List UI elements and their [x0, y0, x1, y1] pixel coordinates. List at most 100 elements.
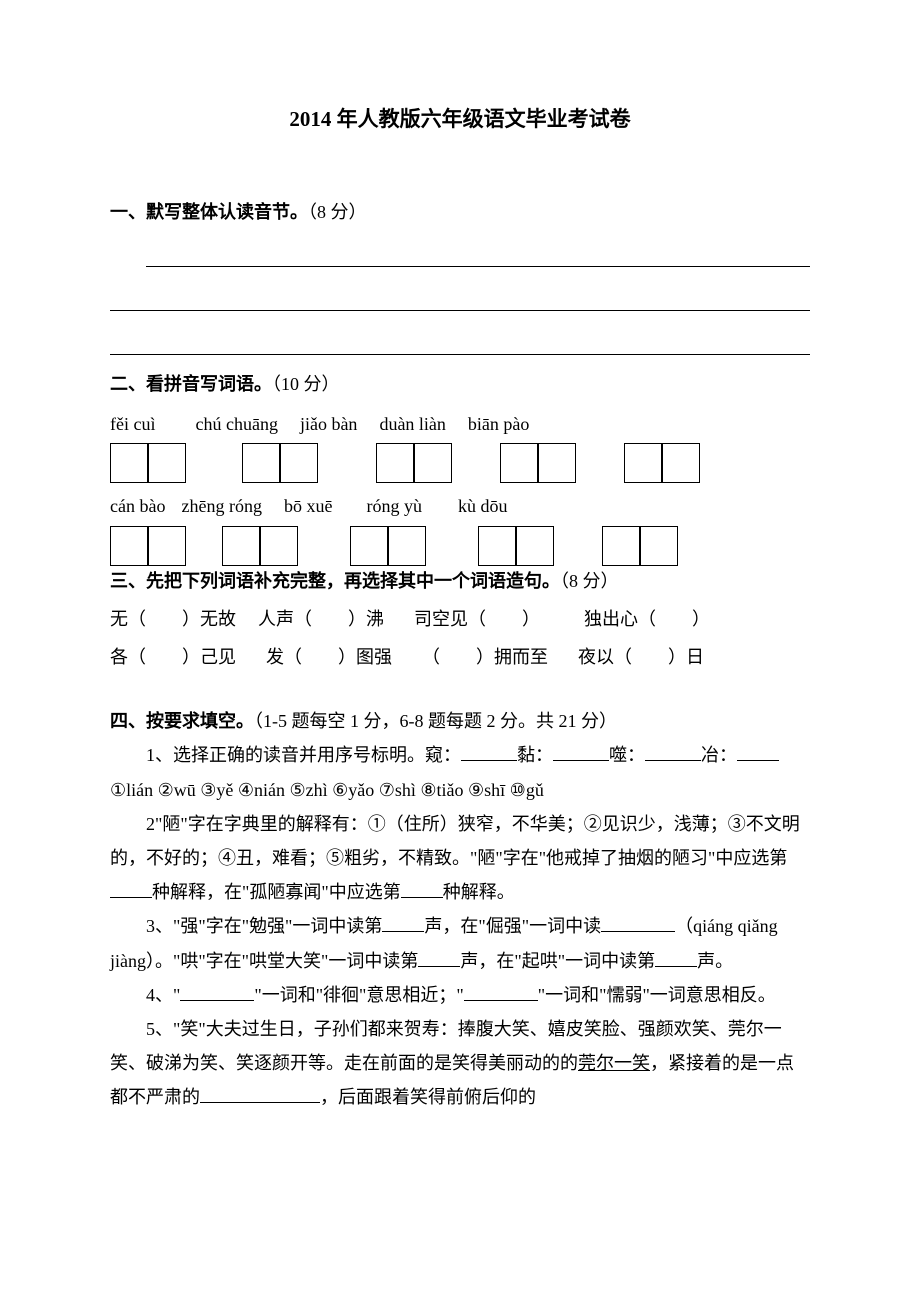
char-box: [478, 526, 516, 566]
char-box: [350, 526, 388, 566]
char-box-group: [478, 526, 560, 566]
q5-line: 5、"笑"大夫过生日，子孙们都来贺寿：捧腹大笑、嬉皮笑脸、强颜欢笑、莞尔一笑、破…: [110, 1012, 810, 1115]
pinyin-group: duàn liàn: [379, 407, 445, 441]
blank: [737, 743, 779, 761]
char-box: [500, 443, 538, 483]
q5-text-c: ，后面跟着笑得前俯后仰的: [320, 1087, 536, 1107]
q3-text-a: 3、"强"字在"勉强"一词中读第: [146, 916, 382, 936]
char-box: [602, 526, 640, 566]
pinyin-group: jiǎo bàn: [300, 407, 357, 441]
q3-text-d: 声，在"起哄"一词中读第: [460, 951, 655, 971]
char-box: [388, 526, 426, 566]
blank: [645, 743, 701, 761]
section-three-label: 三、先把下列词语补充完整，再选择其中一个词语造句。: [110, 571, 560, 591]
pinyin-group: cán bào: [110, 489, 165, 523]
q4-text-c: "一词和"懦弱"一词意思相反。: [538, 985, 776, 1005]
blank: [200, 1085, 320, 1103]
pinyin-group: bō xuē: [284, 489, 333, 523]
blank: [418, 949, 460, 967]
char-box: [242, 443, 280, 483]
q2-line: 2"陋"字在字典里的解释有：①（住所）狭窄，不华美；②见识少，浅薄；③不文明的，…: [110, 807, 810, 910]
char-box: [538, 443, 576, 483]
blank: [553, 743, 609, 761]
section-two-label: 二、看拼音写词语。: [110, 374, 272, 394]
idiom-item: 无（ ）无故: [110, 602, 236, 636]
q3-text-e: 声。: [697, 951, 733, 971]
idiom-item: 夜以（ ）日: [578, 640, 704, 674]
char-box: [148, 526, 186, 566]
blank: [601, 914, 675, 932]
section-one-label: 一、默写整体认读音节。: [110, 202, 308, 222]
boxes-row-1: [110, 443, 810, 483]
section-two-points: （10 分）: [272, 374, 340, 394]
q5-underlined: 莞尔一笑: [578, 1053, 650, 1073]
pinyin-group: chú chuāng: [195, 407, 277, 441]
blank-line: [110, 273, 810, 311]
section-four-label: 四、按要求填空。: [110, 711, 254, 731]
q4-text-b: "一词和"徘徊"意思相近；": [254, 985, 463, 1005]
q2-text-a: 2"陋"字在字典里的解释有：①（住所）狭窄，不华美；②见识少，浅薄；③不文明的，…: [110, 814, 800, 868]
exam-title: 2014 年人教版六年级语文毕业考试卷: [110, 100, 810, 140]
blank: [461, 743, 517, 761]
char-box-group: [242, 443, 324, 483]
pinyin-row-1: fěi cuì chú chuāng jiǎo bàn duàn liàn biān p…: [110, 407, 810, 441]
q1-line: 1、选择正确的读音并用序号标明。窥： 黏： 噬： 冶：: [110, 738, 810, 772]
pinyin-group: róng yù: [366, 489, 422, 523]
char-box: [110, 443, 148, 483]
char-box: [640, 526, 678, 566]
blank: [110, 880, 152, 898]
q4-line: 4、" "一词和"徘徊"意思相近；" "一词和"懦弱"一词意思相反。: [110, 978, 810, 1012]
idiom-item: （ ）拥而至: [422, 640, 548, 674]
char-box-group: [602, 526, 684, 566]
pinyin-group: biān pào: [468, 407, 529, 441]
pinyin-group: fěi cuì: [110, 407, 155, 441]
q4-text-a: 4、": [146, 985, 180, 1005]
char-box: [662, 443, 700, 483]
q3-text-b: 声，在"倔强"一词中读: [424, 916, 601, 936]
char-box-group: [110, 526, 192, 566]
char-box: [222, 526, 260, 566]
pinyin-group: zhēng róng: [181, 489, 261, 523]
q2-text-c: 种解释。: [443, 882, 515, 902]
char-box: [110, 526, 148, 566]
section-four: 四、按要求填空。（1-5 题每空 1 分，6-8 题每题 2 分。共 21 分）: [110, 704, 810, 738]
q2-text-b: 种解释，在"孤陋寡闻"中应选第: [152, 882, 401, 902]
q1-text-a: 1、选择正确的读音并用序号标明。窥：: [146, 745, 461, 765]
section-three-points: （8 分）: [560, 571, 619, 591]
blank-line: [146, 229, 810, 267]
idiom-item: 独出心（ ）: [584, 602, 710, 636]
q1-text-b: 黏：: [517, 745, 553, 765]
char-box-group: [500, 443, 582, 483]
section-four-points: （1-5 题每空 1 分，6-8 题每题 2 分。共 21 分）: [254, 711, 617, 731]
blank: [180, 983, 254, 1001]
q1-text-d: 冶：: [701, 745, 737, 765]
char-box-group: [350, 526, 432, 566]
char-box: [280, 443, 318, 483]
section-two: 二、看拼音写词语。（10 分）: [110, 367, 810, 401]
idiom-item: 各（ ）己见: [110, 640, 236, 674]
char-box: [516, 526, 554, 566]
char-box-group: [376, 443, 458, 483]
char-box-group: [222, 526, 304, 566]
q1-options: ①lián ②wū ③yě ④nián ⑤zhì ⑥yǎo ⑦shì ⑧tiǎo…: [110, 773, 810, 807]
idiom-item: 司空见（ ）: [414, 602, 540, 636]
idiom-item: 发（ ）图强: [266, 640, 392, 674]
idiom-line-1: 无（ ）无故人声（ ）沸司空见（ ） 独出心（ ）: [110, 602, 810, 636]
blank: [382, 914, 424, 932]
blank: [401, 880, 443, 898]
char-box-group: [110, 443, 192, 483]
idiom-line-2: 各（ ）己见发（ ）图强 （ ）拥而至夜以（ ）日: [110, 640, 810, 674]
char-box-group: [624, 443, 706, 483]
char-box: [260, 526, 298, 566]
blank-line: [110, 317, 810, 355]
blank: [655, 949, 697, 967]
q1-text-c: 噬：: [609, 745, 645, 765]
pinyin-row-2: cán bàozhēng róngbō xuēróng yùkù dōu: [110, 489, 810, 523]
section-three: 三、先把下列词语补充完整，再选择其中一个词语造句。（8 分）: [110, 564, 810, 598]
idiom-item: 人声（ ）沸: [258, 602, 384, 636]
section-one-points: （8 分）: [308, 202, 367, 222]
boxes-row-2: [110, 526, 810, 566]
q3-line: 3、"强"字在"勉强"一词中读第声，在"倔强"一词中读（qiáng qiǎng …: [110, 909, 810, 977]
char-box: [376, 443, 414, 483]
char-box: [148, 443, 186, 483]
